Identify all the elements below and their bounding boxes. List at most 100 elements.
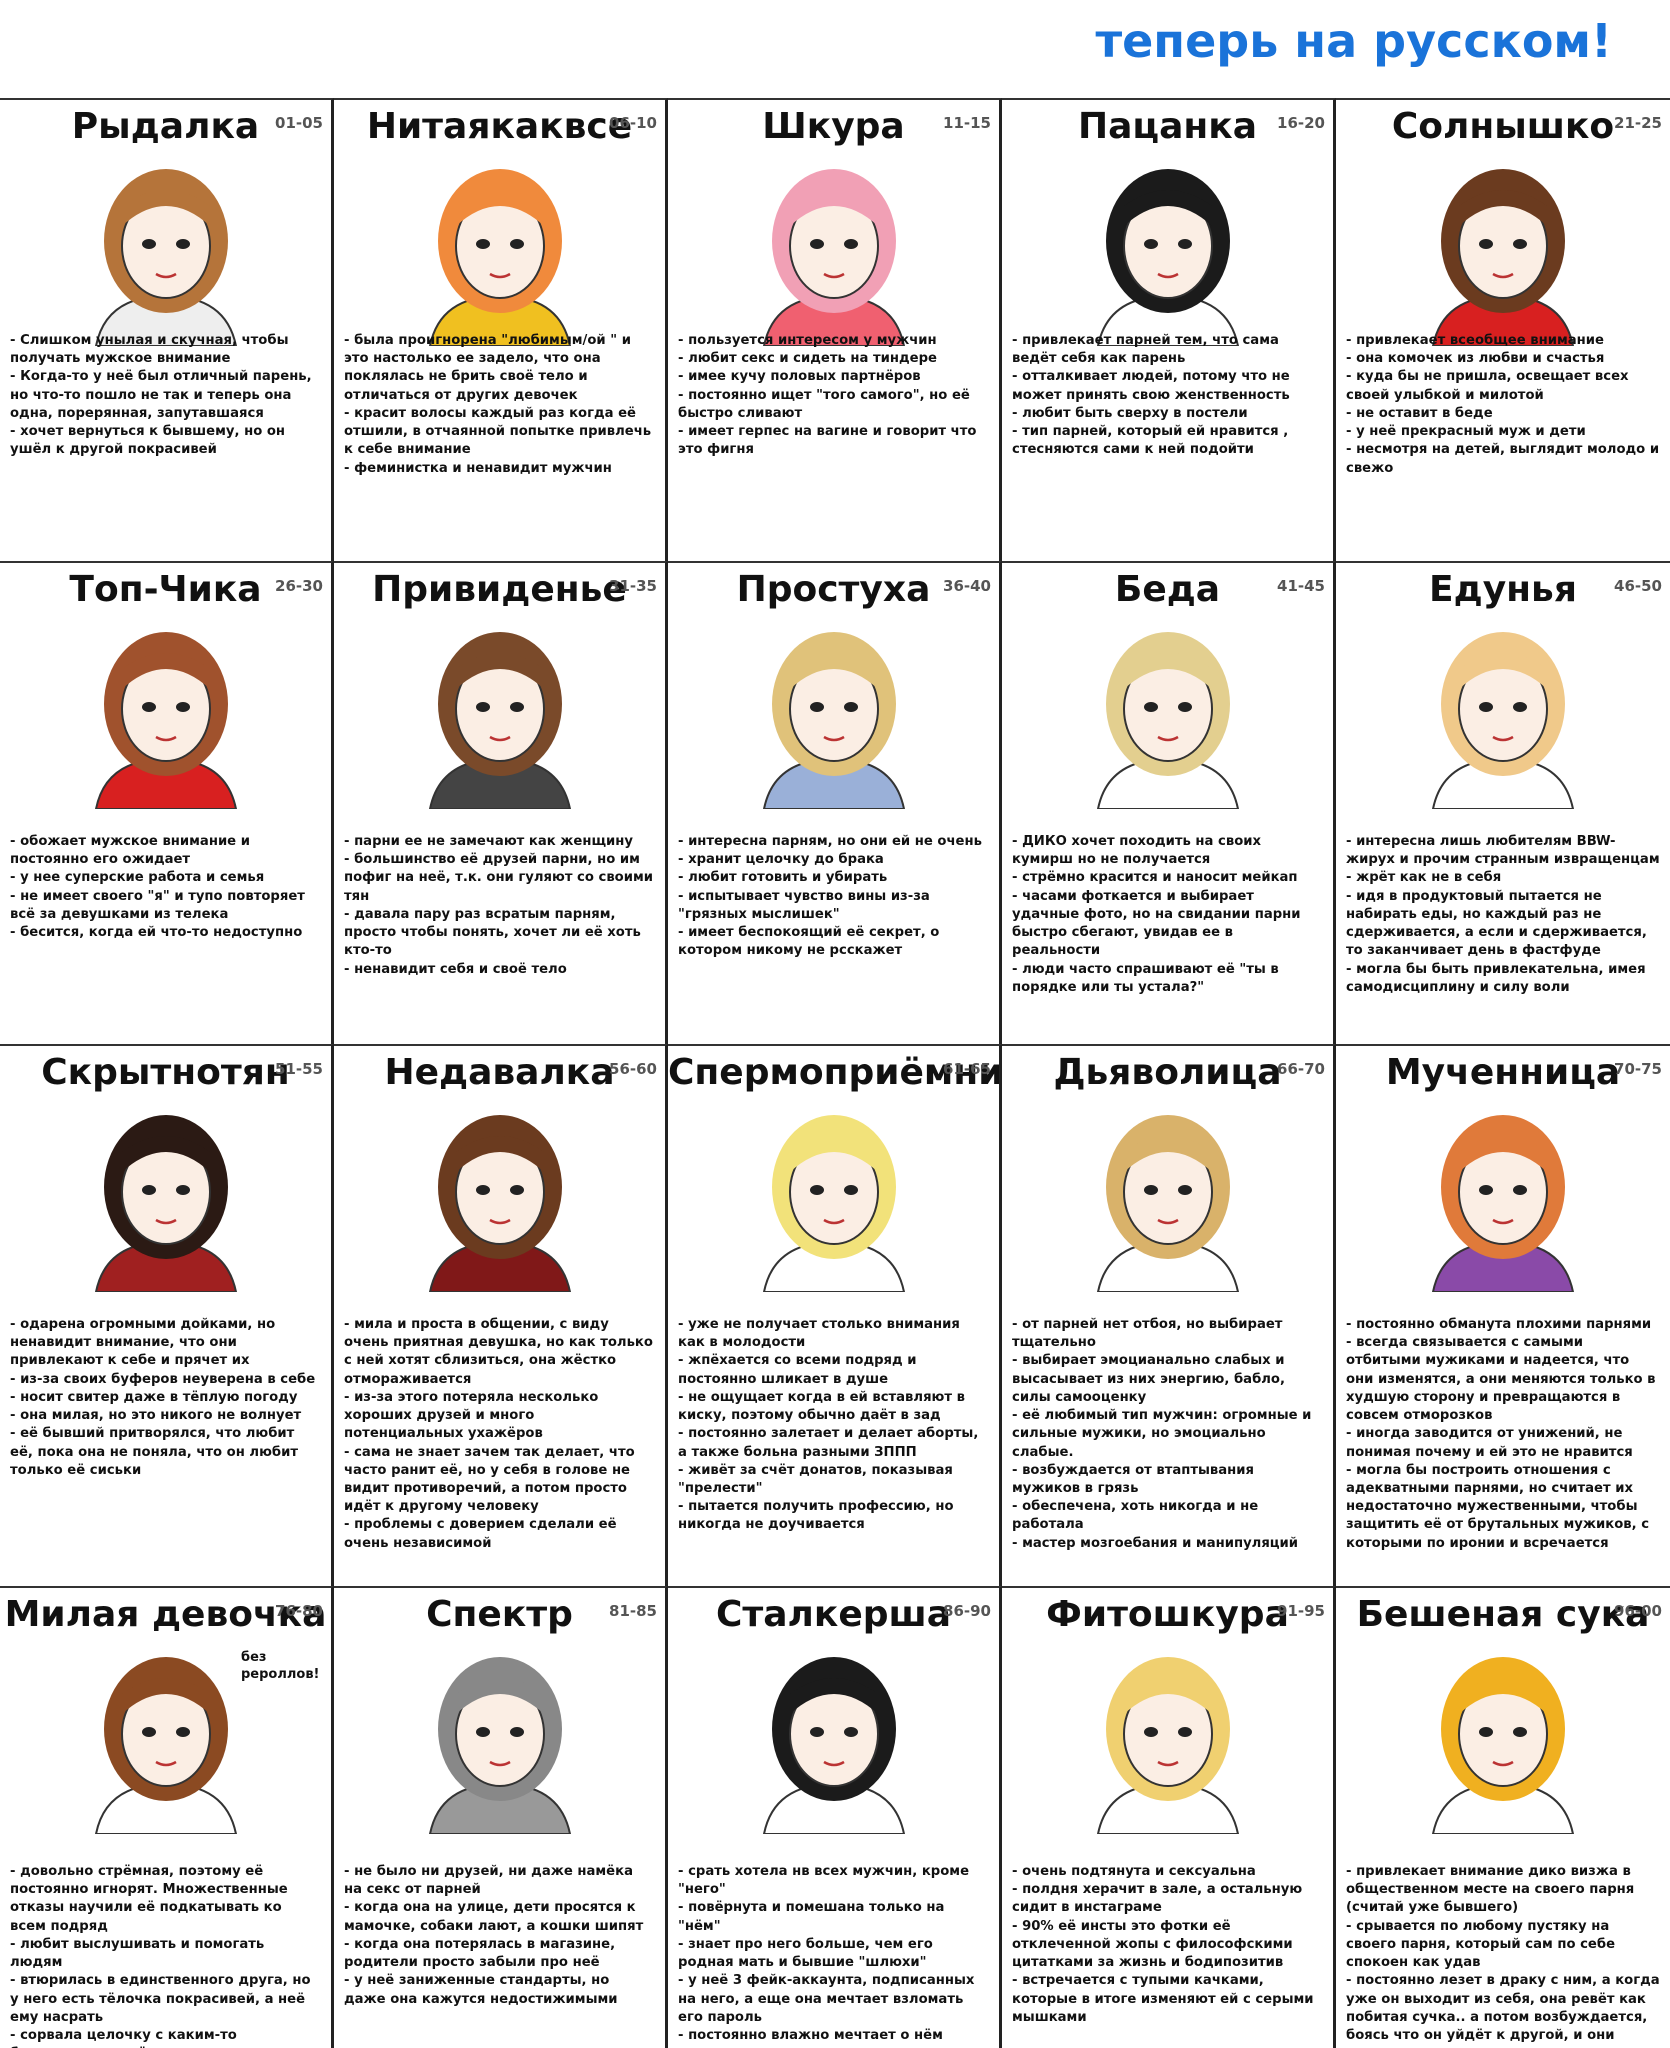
- dice-range: 56-60: [609, 1060, 657, 1078]
- description-line: - привлекает внимание дико визжа в общес…: [1346, 1864, 1635, 1916]
- description-line: - парни ее не замечают как женщину: [344, 834, 633, 849]
- description-line: - от парней нет отбоя, но выбирает тщате…: [1012, 1317, 1283, 1351]
- description-line: - из-за этого потеряла несколько хороших…: [344, 1389, 599, 1442]
- description-line: - выбирает эмоцианально слабых и высасыв…: [1012, 1353, 1286, 1405]
- profile-card: Беда 41-45 - ДИКО хочет походить на своих …: [1002, 561, 1336, 1044]
- description: - была проигнорена "любимым/ой " и это н…: [344, 332, 655, 478]
- card-title: Рыдалка: [71, 106, 260, 147]
- portrait: [94, 1657, 237, 1834]
- profile-card: Едунья 46-50 - интересна лишь любителям BB…: [1336, 561, 1670, 1044]
- profile-card: Простуха 36-40 - интересна парням, но они …: [668, 561, 1002, 1044]
- portrait: [1431, 1657, 1575, 1834]
- description: - парни ее не замечают как женщину - боль…: [344, 833, 655, 979]
- profile-card: Топ-Чика 26-30 - обожает мужское внимание …: [0, 561, 334, 1044]
- dice-range: 70-75: [1614, 1060, 1662, 1078]
- description-line: - стрёмно красится и наносит мейкап: [1012, 870, 1298, 886]
- description-line: - очень подтянута и сексуальна: [1012, 1864, 1256, 1879]
- description-line: - когда она на улице, дети просятся к ма…: [344, 1900, 644, 1934]
- description-line: - у неё прекрасный муж и дети: [1346, 424, 1586, 440]
- card-title: Солнышко: [1391, 106, 1615, 147]
- portrait: [1096, 1657, 1239, 1834]
- description-line: - у нее суперские работа и семья: [10, 870, 265, 886]
- profile-card: Спермоприёмница61-65 - уже не получает ст…: [668, 1044, 1002, 1586]
- dice-range: 11-15: [943, 114, 991, 132]
- description-line: - 90% её инсты это фотки её отклеченной …: [1012, 1918, 1293, 1971]
- description-line: - возбуждается от втаптывания мужиков в …: [1012, 1462, 1254, 1496]
- description-line: - иногда заводится от унижений, не поним…: [1346, 1426, 1633, 1460]
- description-line: - постоянно лезет в драку с ним, а когда…: [1346, 1973, 1660, 2048]
- description-line: - красит волосы каждый раз когда её отши…: [344, 405, 652, 458]
- card-title: Спермоприёмница: [668, 1052, 1002, 1093]
- description-line: - когда она потерялась в магазине, родит…: [344, 1936, 616, 1971]
- dice-range: 86-90: [943, 1602, 991, 1620]
- card-title: Недавалка: [384, 1052, 615, 1093]
- description-line: - полдня херачит в зале, а остальную сид…: [1012, 1882, 1303, 1916]
- description-line: - её бывший притворялся, что любит её, п…: [10, 1426, 299, 1478]
- profile-card: Недавалка 56-60 - мила и проста в общении,…: [334, 1044, 668, 1586]
- description-line: - пытается получить профессию, но никогд…: [678, 1499, 954, 1533]
- description: - мила и проста в общении, с виду очень …: [344, 1316, 655, 1553]
- description-line: - жпёхается со всеми подряд и постоянно …: [678, 1353, 917, 1387]
- card-title: Мученница: [1385, 1052, 1621, 1093]
- profile-card: Шкура 11-15 - пользуется интересом у мужчи…: [668, 98, 1002, 561]
- description-line: - привлекает парней тем, что сама ведёт …: [1012, 333, 1279, 367]
- description-line: - интересна лишь любителям BBW-жирух и п…: [1346, 834, 1660, 868]
- dice-range: 21-25: [1614, 114, 1662, 132]
- description-line: - люди часто спрашивают её "ты в порядке…: [1012, 961, 1279, 995]
- description-line: - обеспечена, хоть никогда и не работала: [1012, 1499, 1259, 1533]
- description-line: - не оставит в беде: [1346, 405, 1493, 421]
- portrait: [1096, 632, 1239, 809]
- card-title: Простуха: [736, 569, 931, 610]
- card-title: Беда: [1114, 569, 1221, 610]
- description: - привлекает парней тем, что сама ведёт …: [1012, 332, 1323, 460]
- description-line: - постоянно влажно мечтает о нём: [678, 2027, 943, 2043]
- description-line: - втюрилась в единственного друга, но у …: [10, 1973, 311, 2025]
- description-line: - срывается по любому пустяку на своего …: [1346, 1918, 1616, 1971]
- profile-card: Спектр 81-85 - не было ни друзей, ни даже …: [334, 1586, 668, 2048]
- dice-range: 51-55: [275, 1060, 323, 1078]
- profile-card: Милая девочка 76-80 без рероллов! - довольн…: [0, 1586, 334, 2048]
- description-line: - могла бы построить отношения с адекват…: [1346, 1462, 1650, 1551]
- description-line: - не было ни друзей, ни даже намёка на с…: [344, 1864, 633, 1898]
- description-line: - повёрнута и помешана только на "нём": [678, 1900, 945, 1934]
- dice-range: 41-45: [1277, 577, 1325, 595]
- dice-range: 31-35: [609, 577, 657, 595]
- description: - от парней нет отбоя, но выбирает тщате…: [1012, 1316, 1323, 1553]
- profile-card: Нитаякаквсе 06-10 - была проигнорена "люби…: [334, 98, 668, 561]
- description: - ДИКО хочет походить на своих кумирш но…: [1012, 833, 1323, 997]
- portrait: [428, 632, 571, 809]
- profile-card: Рыдалка 01-05 - Слишком унылая и скучная, …: [0, 98, 334, 561]
- description-line: - одарена огромными дойками, но ненавиди…: [10, 1317, 276, 1369]
- page-title: теперь на русском!: [1095, 14, 1612, 68]
- description-line: - у неё заниженные стандарты, но даже он…: [344, 1973, 618, 2007]
- description-line: - её любимый тип мужчин: огромные и силь…: [1012, 1408, 1312, 1460]
- description-line: - отталкивает людей, потому что не может…: [1012, 369, 1290, 403]
- portrait: [94, 1115, 237, 1292]
- description-line: - срать хотела нв всех мужчин, кроме "не…: [678, 1864, 970, 1898]
- portrait: [94, 169, 237, 346]
- portrait: [1096, 169, 1239, 346]
- dice-range: 81-85: [609, 1602, 657, 1620]
- description: - привлекает внимание дико визжа в общес…: [1346, 1863, 1660, 2048]
- description-line: - сама не знает зачем так делает, что ча…: [344, 1444, 635, 1515]
- description-line: - могла бы быть привлекательна, имея сам…: [1346, 961, 1646, 995]
- description-line: - она милая, но это никого не волнует: [10, 1408, 302, 1424]
- card-title: Спектр: [426, 1594, 573, 1635]
- portrait: [428, 1657, 571, 1834]
- card-title: Пацанка: [1078, 106, 1257, 147]
- description: - интересна парням, но они ей не очень - …: [678, 833, 989, 961]
- profile-card: Солнышко 21-25 - привлекает всеобщее внима…: [1336, 98, 1670, 561]
- description: - интересна лишь любителям BBW-жирух и п…: [1346, 833, 1660, 997]
- description-line: - живёт за счёт донатов, показывая "прел…: [678, 1462, 953, 1496]
- description-line: - она комочек из любви и счастья: [1346, 351, 1605, 367]
- description-line: - мастер мозгоебания и манипуляций: [1012, 1535, 1299, 1551]
- description-line: - испытывает чувство вины из-за "грязных…: [678, 888, 930, 922]
- description-line: - имеет герпес на вагине и говорит что э…: [678, 424, 977, 458]
- description-line: - не имеет своего "я" и тупо повторяет в…: [10, 888, 305, 922]
- dice-range: 01-05: [275, 114, 323, 132]
- card-title: Бешеная сука: [1356, 1594, 1650, 1635]
- portrait: [1431, 169, 1575, 346]
- profile-card: Бешеная сука 96-00 - привлекает внимание д…: [1336, 1586, 1670, 2048]
- description-line: - обожает мужское внимание и постоянно е…: [10, 834, 250, 868]
